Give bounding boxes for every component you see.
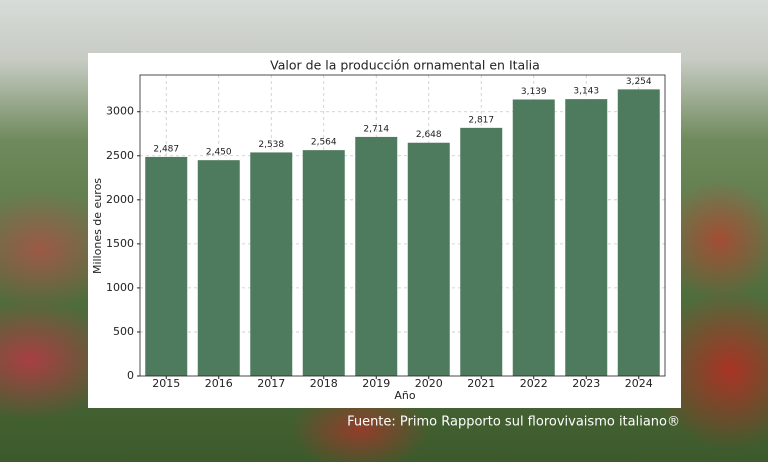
y-tick-label: 0 bbox=[127, 369, 134, 382]
x-tick-label: 2017 bbox=[257, 377, 285, 390]
y-tick-label: 2000 bbox=[106, 193, 134, 206]
value-label: 2,538 bbox=[258, 140, 284, 150]
value-label: 2,648 bbox=[416, 130, 442, 140]
bar bbox=[617, 89, 660, 376]
x-tick-label: 2022 bbox=[520, 377, 548, 390]
value-label: 2,714 bbox=[363, 124, 389, 134]
x-tick-label: 2020 bbox=[415, 377, 443, 390]
source-note: Fuente: Primo Rapporto sul florovivaismo… bbox=[347, 415, 680, 430]
x-tick-label: 2018 bbox=[310, 377, 338, 390]
y-tick-label: 500 bbox=[113, 325, 134, 338]
bar bbox=[407, 142, 450, 376]
y-tick-label: 1000 bbox=[106, 281, 134, 294]
bar bbox=[460, 127, 503, 376]
y-axis-label: Millones de euros bbox=[91, 178, 104, 274]
bar bbox=[302, 150, 345, 376]
bar bbox=[565, 99, 608, 376]
value-label: 2,487 bbox=[153, 144, 179, 154]
x-tick-label: 2019 bbox=[362, 377, 390, 390]
value-label: 3,254 bbox=[626, 77, 652, 87]
bar bbox=[145, 156, 188, 376]
x-axis-label: Año bbox=[394, 389, 415, 402]
bar bbox=[512, 99, 555, 376]
plot-frame bbox=[139, 74, 666, 377]
value-label: 3,139 bbox=[521, 87, 547, 97]
x-tick-label: 2023 bbox=[572, 377, 600, 390]
x-tick-label: 2015 bbox=[152, 377, 180, 390]
x-tick-label: 2016 bbox=[205, 377, 233, 390]
y-tick-label: 3000 bbox=[106, 105, 134, 118]
value-label: 2,450 bbox=[206, 148, 232, 158]
value-label: 3,143 bbox=[573, 87, 599, 97]
x-tick-label: 2021 bbox=[467, 377, 495, 390]
bar bbox=[250, 152, 293, 376]
bar bbox=[197, 160, 240, 376]
bar bbox=[355, 136, 398, 376]
y-tick-label: 1500 bbox=[106, 237, 134, 250]
value-label: 2,817 bbox=[468, 115, 494, 125]
chart-title: Valor de la producción ornamental en Ita… bbox=[270, 58, 540, 73]
x-tick-label: 2024 bbox=[625, 377, 653, 390]
y-tick-label: 2500 bbox=[106, 149, 134, 162]
value-label: 2,564 bbox=[311, 138, 337, 148]
